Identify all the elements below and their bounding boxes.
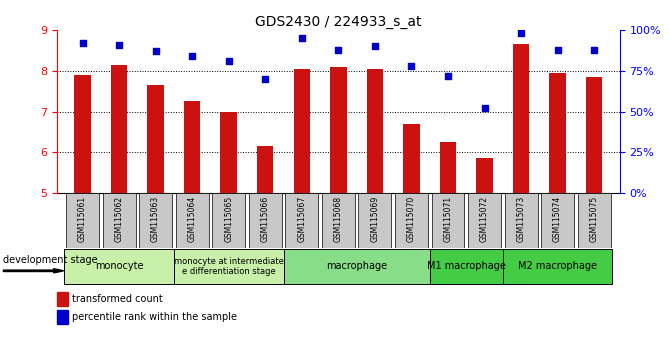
FancyBboxPatch shape — [64, 249, 174, 284]
Text: GSM115073: GSM115073 — [517, 196, 525, 242]
Text: percentile rank within the sample: percentile rank within the sample — [72, 312, 237, 322]
FancyBboxPatch shape — [249, 193, 281, 248]
Bar — [330, 67, 346, 193]
FancyBboxPatch shape — [541, 193, 574, 248]
Bar — [366, 69, 383, 193]
Point — [479, 105, 490, 111]
FancyBboxPatch shape — [578, 193, 610, 248]
Text: monocyte at intermediate
e differentiation stage: monocyte at intermediate e differentiati… — [174, 257, 283, 276]
Text: GSM115071: GSM115071 — [444, 196, 452, 242]
Text: monocyte: monocyte — [95, 261, 143, 272]
Text: GSM115063: GSM115063 — [151, 196, 160, 242]
Bar — [476, 158, 492, 193]
Text: GSM115072: GSM115072 — [480, 196, 489, 242]
Point — [552, 47, 563, 52]
Point — [187, 53, 198, 59]
Point — [406, 63, 417, 69]
Bar — [293, 69, 310, 193]
Bar — [74, 75, 90, 193]
FancyBboxPatch shape — [468, 193, 501, 248]
FancyBboxPatch shape — [212, 193, 245, 248]
FancyBboxPatch shape — [502, 249, 612, 284]
Text: development stage: development stage — [3, 255, 98, 265]
Bar — [403, 124, 419, 193]
Point — [260, 76, 271, 82]
FancyBboxPatch shape — [429, 249, 502, 284]
Point — [150, 48, 161, 54]
FancyBboxPatch shape — [395, 193, 428, 248]
FancyBboxPatch shape — [66, 193, 99, 248]
Point — [370, 44, 381, 49]
FancyBboxPatch shape — [174, 249, 283, 284]
FancyBboxPatch shape — [431, 193, 464, 248]
Point — [77, 40, 88, 46]
Point — [223, 58, 234, 64]
Text: GSM115061: GSM115061 — [78, 196, 87, 242]
Text: GSM115065: GSM115065 — [224, 196, 233, 242]
FancyBboxPatch shape — [103, 193, 135, 248]
Bar — [513, 44, 529, 193]
Text: GSM115075: GSM115075 — [590, 196, 599, 242]
Point — [296, 35, 307, 41]
FancyBboxPatch shape — [505, 193, 537, 248]
Point — [516, 30, 527, 36]
Point — [589, 47, 600, 52]
Bar — [440, 142, 456, 193]
FancyBboxPatch shape — [322, 193, 355, 248]
Text: M2 macrophage: M2 macrophage — [518, 261, 597, 272]
Text: GSM115066: GSM115066 — [261, 196, 270, 242]
Text: transformed count: transformed count — [72, 294, 163, 304]
Text: macrophage: macrophage — [326, 261, 387, 272]
Text: GSM115074: GSM115074 — [553, 196, 562, 242]
Text: GSM115068: GSM115068 — [334, 196, 343, 242]
FancyBboxPatch shape — [358, 193, 391, 248]
Text: GSM115067: GSM115067 — [297, 196, 306, 242]
Point — [114, 42, 125, 47]
Bar — [549, 73, 566, 193]
Bar — [147, 85, 164, 193]
Text: M1 macrophage: M1 macrophage — [427, 261, 506, 272]
Text: GSM115062: GSM115062 — [115, 196, 123, 242]
Text: GSM115069: GSM115069 — [371, 196, 379, 242]
Title: GDS2430 / 224933_s_at: GDS2430 / 224933_s_at — [255, 15, 421, 29]
Text: GSM115070: GSM115070 — [407, 196, 416, 242]
Point — [333, 47, 344, 52]
Bar — [257, 146, 273, 193]
Bar — [111, 65, 127, 193]
FancyBboxPatch shape — [283, 249, 429, 284]
Point — [443, 73, 454, 79]
Bar — [220, 112, 237, 193]
Bar — [586, 77, 602, 193]
Text: GSM115064: GSM115064 — [188, 196, 197, 242]
FancyBboxPatch shape — [285, 193, 318, 248]
FancyBboxPatch shape — [139, 193, 172, 248]
Bar — [184, 101, 200, 193]
FancyBboxPatch shape — [176, 193, 208, 248]
